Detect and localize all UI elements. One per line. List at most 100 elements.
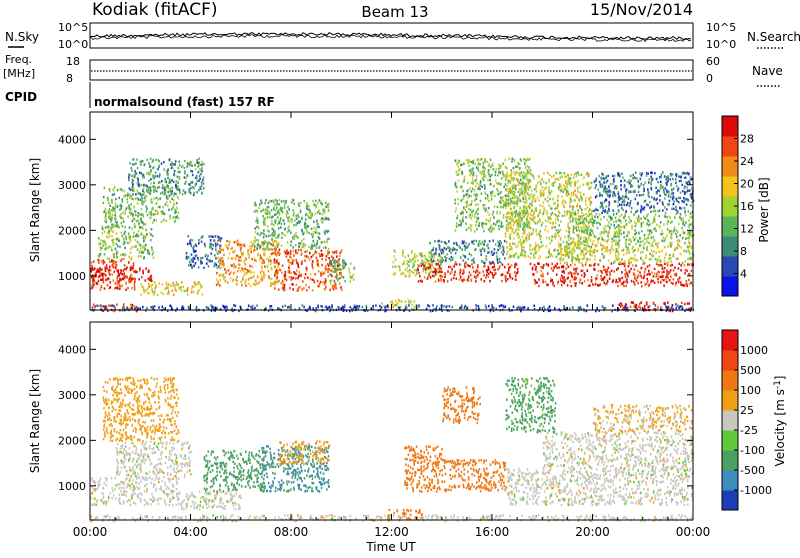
power-cell: [169, 217, 171, 219]
power-cell: [310, 273, 312, 275]
power-cell: [253, 283, 255, 285]
power-cell: [143, 235, 145, 237]
power-cell: [107, 284, 109, 286]
power-cell: [531, 202, 533, 204]
power-cell: [272, 228, 274, 230]
power-cell: [577, 203, 579, 205]
power-cell: [141, 276, 143, 278]
power-cell: [326, 268, 328, 270]
power-cell: [551, 227, 553, 229]
power-cell: [484, 204, 486, 206]
power-cell: [100, 239, 102, 241]
power-cell: [593, 240, 595, 242]
nsky-label: N.Sky: [5, 30, 39, 44]
power-cell: [264, 251, 266, 253]
power-cell: [458, 224, 460, 226]
power-cell: [494, 248, 496, 250]
power-cell: [297, 264, 299, 266]
power-cell: [527, 165, 529, 167]
power-cell: [150, 211, 152, 213]
power-cell: [165, 178, 167, 180]
power-cell: [134, 223, 136, 225]
power-cell: [233, 263, 235, 265]
power-cell: [127, 198, 129, 200]
power-cell: [616, 259, 618, 261]
power-cell: [540, 191, 542, 193]
power-cell: [496, 252, 498, 254]
power-cell: [461, 173, 463, 175]
power-cell: [325, 265, 327, 267]
power-cell: [671, 282, 673, 284]
power-cell: [328, 203, 330, 205]
power-cell: [201, 185, 203, 187]
power-cell: [127, 206, 129, 208]
power-cell: [336, 251, 338, 253]
power-cell: [190, 170, 192, 172]
power-cell: [338, 258, 340, 260]
power-cell: [512, 201, 514, 203]
power-cell: [599, 223, 601, 225]
power-cell: [256, 217, 258, 219]
power-cell: [479, 163, 481, 165]
power-cell: [309, 258, 311, 260]
power-cell: [263, 271, 265, 273]
power-cell: [137, 215, 139, 217]
power-cell: [599, 213, 601, 215]
power-cell: [558, 215, 560, 217]
power-cell: [109, 245, 111, 247]
power-cell: [524, 163, 526, 165]
power-cell: [270, 263, 272, 265]
power-cell: [474, 276, 476, 278]
power-cell: [512, 242, 514, 244]
power-cell: [526, 158, 528, 160]
power-cell: [121, 232, 123, 234]
power-cell: [577, 273, 579, 275]
power-cell: [493, 168, 495, 170]
power-cell: [128, 233, 130, 235]
power-cell: [466, 202, 468, 204]
power-cell: [557, 203, 559, 205]
power-cell: [153, 182, 155, 184]
power-cell: [678, 267, 680, 269]
power-cell: [619, 261, 621, 263]
power-cell: [202, 293, 204, 295]
power-cell: [634, 233, 636, 235]
power-cell: [123, 195, 125, 197]
power-cell: [172, 290, 174, 292]
power-cell: [616, 268, 618, 270]
power-cell: [168, 195, 170, 197]
power-cell: [458, 173, 460, 175]
power-cell: [582, 215, 584, 217]
power-cell: [556, 172, 558, 174]
freq-top-tick: 18: [66, 55, 80, 68]
power-cell: [407, 270, 409, 272]
power-cell: [134, 170, 136, 172]
power-cell: [353, 274, 355, 276]
power-cell: [296, 284, 298, 286]
power-cell: [526, 187, 528, 189]
power-cell: [261, 262, 263, 264]
power-cell: [483, 243, 485, 245]
power-cell: [474, 163, 476, 165]
power-cell: [579, 230, 581, 232]
power-cell: [120, 285, 122, 287]
power-cell: [293, 250, 295, 252]
power-cell: [523, 231, 525, 233]
power-cell: [616, 248, 618, 250]
power-cell: [637, 277, 639, 279]
power-cell: [552, 223, 554, 225]
power-cell: [98, 243, 100, 245]
power-cell: [540, 189, 542, 191]
power-cell: [492, 266, 494, 268]
power-cell: [662, 233, 664, 235]
power-cell: [455, 252, 457, 254]
power-cell: [292, 246, 294, 248]
power-cell: [435, 280, 437, 282]
power-cell: [321, 253, 323, 255]
power-cell: [527, 234, 529, 236]
power-cell: [113, 238, 115, 240]
power-cell: [516, 252, 518, 254]
power-cell: [494, 205, 496, 207]
power-cell: [192, 267, 194, 269]
power-cell: [548, 264, 550, 266]
